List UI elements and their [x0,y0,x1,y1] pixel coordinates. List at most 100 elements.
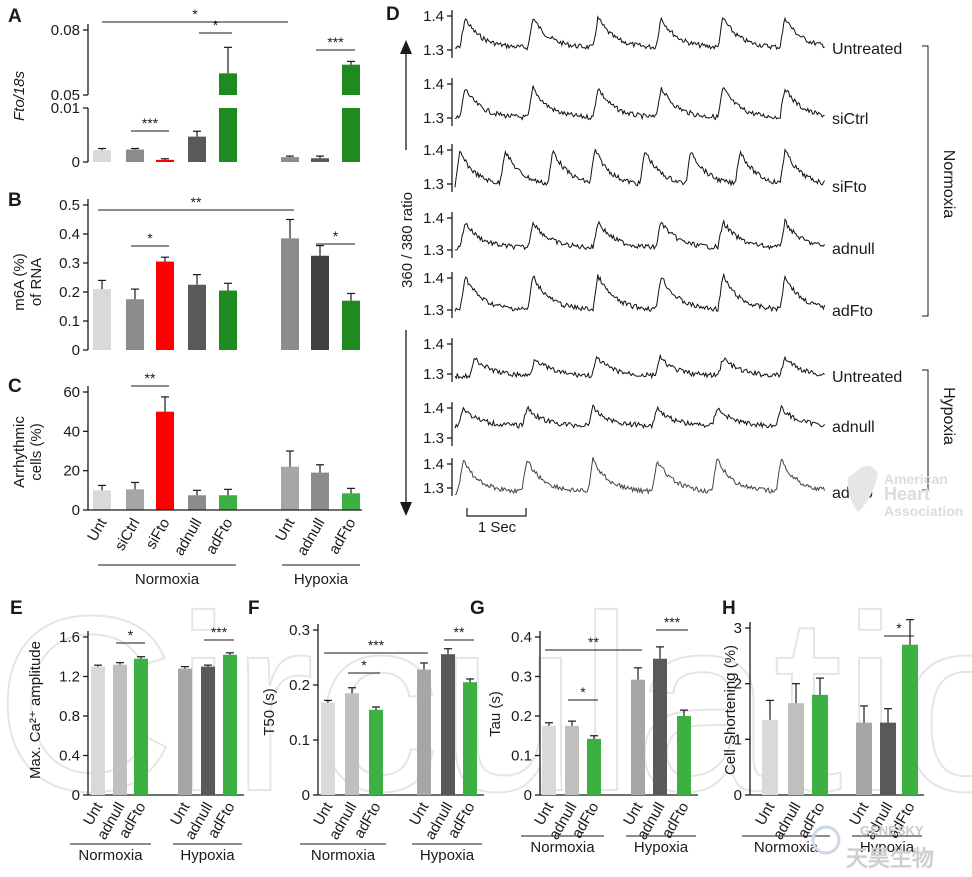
trace-label: adnull [832,241,875,258]
trace-y-tick-label: 1.4 [423,400,444,417]
bar-E-5 [223,654,237,795]
calcium-trace-0 [454,15,825,51]
trace-y-tick-label: 1.4 [423,76,444,93]
calcium-trace-2 [454,148,826,188]
brand-logo-icon [811,825,841,855]
bar-E-1 [113,664,127,795]
panel-label-G: G [470,598,485,619]
trace-y-tick-label: 1.3 [423,366,444,383]
sig-label: ** [145,370,156,386]
bar-F-4 [441,654,455,795]
calcium-trace-5 [454,353,825,380]
group-label-normoxia: Normoxia [135,571,200,588]
y-tick-label: 0.1 [59,313,80,330]
bar-F-5 [463,682,477,795]
y-tick-label: 0 [524,787,532,804]
brand-text-en: GENESKY [860,823,924,838]
trace-label: siFto [832,179,867,196]
group-label-hypoxia: Hypoxia [860,839,915,856]
y-axis-title: Tau (s) [487,691,504,737]
arrow-down-icon [400,502,412,516]
y-tick-label: 0 [72,502,80,519]
sig-label: * [580,684,586,700]
group-label-hypoxia: Hypoxia [420,847,475,864]
brand-text-cn: 天昊生物 [846,846,934,871]
bar-A-4-lower [219,108,237,162]
bar-A-7-upper [342,64,360,95]
calcium-trace-1 [454,85,825,121]
trace-y-tick-label: 1.4 [423,456,444,473]
group-label-hypoxia: Hypoxia [294,571,349,588]
bar-H-3 [856,722,872,795]
group-label-hypoxia: Hypoxia [634,839,689,856]
y-tick-label: 0.8 [59,708,80,725]
y-axis-title: T50 (s) [261,688,278,736]
bar-B-1 [126,299,144,350]
calcium-trace-3 [454,218,826,251]
aha-logo-text: American [884,471,948,487]
y-tick-label: 0.5 [59,197,80,214]
bar-E-3 [178,668,192,795]
y-tick-label: 0.2 [511,708,532,725]
panel-label-H: H [722,598,736,619]
sig-label: * [333,228,339,244]
bar-C-3 [188,495,206,510]
trace-y-tick-label: 1.3 [423,110,444,127]
y-tick-label: 0 [302,787,310,804]
bar-F-0 [321,702,335,795]
sig-label: * [128,627,134,643]
y-tick-label: 20 [63,463,80,480]
sig-label: *** [142,115,159,131]
calcium-trace-7 [454,456,826,495]
bar-A-4-upper [219,73,237,95]
group-label-normoxia: Normoxia [78,847,143,864]
y-axis-title: Max. Ca²⁺ amplitude [27,641,44,779]
bar-B-7 [342,300,360,350]
bar-A-6 [311,158,329,162]
y-axis-title: m6A (%)of RNA [11,253,45,311]
panel-label-B: B [8,190,22,211]
sig-label: ** [191,194,202,210]
group-label-normoxia: Normoxia [530,839,595,856]
category-label: siFto [142,516,173,553]
calcium-trace-6 [454,404,825,430]
bar-A-3 [188,136,206,162]
trace-label: adFto [832,303,873,320]
bar-G-0 [542,725,556,795]
y-tick-label: 2 [734,676,742,693]
bar-B-0 [93,289,111,350]
trace-y-tick-label: 1.3 [423,480,444,497]
panel-label-F: F [248,598,260,619]
y-tick-label: 0 [72,342,80,359]
bar-E-4 [201,666,215,795]
y-axis-title-line: cells (%) [28,423,45,481]
bar-B-4 [219,290,237,350]
trace-y-tick-label: 1.3 [423,242,444,259]
y-tick-label: 0.3 [289,622,310,639]
y-tick-label: 0.08 [51,22,80,39]
bar-C-7 [342,493,360,510]
bar-H-5 [902,644,918,795]
y-tick-label: 40 [63,423,80,440]
y-tick-label: 0.4 [59,748,80,765]
bar-G-5 [677,716,691,795]
watermark-text: Circulation [0,564,972,843]
y-axis-title: Cell Shortening (%) [722,645,739,775]
bar-A-0 [93,150,111,162]
sig-label: *** [211,624,228,640]
bar-A-2 [156,159,174,162]
bar-C-5 [281,466,299,510]
trace-label: Untreated [832,369,902,386]
y-tick-label: 0.2 [289,677,310,694]
bar-H-0 [762,719,778,795]
category-label: adFto [326,516,360,558]
y-tick-label: 0.4 [511,629,532,646]
trace-y-tick-label: 1.4 [423,142,444,159]
trace-label: adnull [832,419,875,436]
trace-label: siCtrl [832,111,868,128]
bar-H-1 [788,703,804,795]
bar-C-2 [156,411,174,510]
category-label: adnull [294,516,329,559]
bar-G-4 [653,658,667,795]
bar-A-1 [126,149,144,162]
